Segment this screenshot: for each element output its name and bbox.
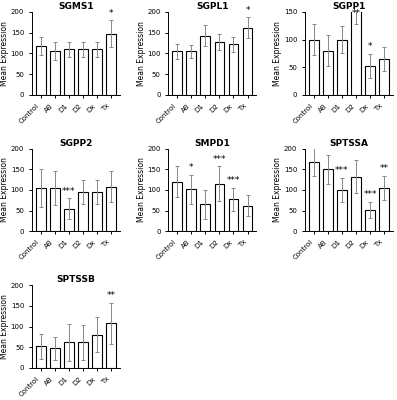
Title: SGMS1: SGMS1 — [58, 2, 94, 11]
Title: SMPD1: SMPD1 — [195, 139, 230, 148]
Bar — [78, 49, 88, 95]
Text: *: * — [245, 6, 250, 15]
Bar — [92, 335, 102, 368]
Bar — [106, 323, 116, 368]
Text: ***: *** — [335, 166, 349, 175]
Bar — [50, 51, 60, 95]
Bar — [78, 342, 88, 368]
Bar — [229, 44, 238, 95]
Bar — [106, 34, 116, 95]
Bar — [172, 51, 182, 95]
Title: SGPP1: SGPP1 — [332, 2, 366, 11]
Text: ***: *** — [213, 155, 226, 164]
Bar — [64, 49, 74, 95]
Title: SPTSSB: SPTSSB — [56, 276, 95, 284]
Bar — [337, 190, 347, 231]
Bar — [365, 66, 375, 95]
Bar — [309, 162, 319, 231]
Bar — [379, 59, 389, 95]
Bar — [351, 177, 361, 231]
Bar — [214, 42, 224, 95]
Bar — [64, 342, 74, 368]
Text: ***: *** — [227, 176, 240, 185]
Bar — [200, 36, 210, 95]
Y-axis label: Mean Expression: Mean Expression — [0, 294, 9, 359]
Title: SGPP2: SGPP2 — [59, 139, 93, 148]
Bar — [92, 192, 102, 231]
Bar — [309, 40, 319, 95]
Bar — [187, 51, 196, 95]
Text: **: ** — [351, 9, 360, 18]
Text: **: ** — [380, 164, 389, 173]
Bar — [50, 188, 60, 231]
Bar — [229, 199, 238, 231]
Title: SPTSSA: SPTSSA — [330, 139, 368, 148]
Text: **: ** — [106, 291, 116, 300]
Y-axis label: Mean Expression: Mean Expression — [274, 158, 282, 222]
Bar — [36, 346, 46, 368]
Bar — [337, 40, 347, 95]
Bar — [243, 206, 252, 231]
Bar — [172, 182, 182, 231]
Title: SGPL1: SGPL1 — [196, 2, 229, 11]
Bar — [36, 46, 46, 95]
Text: ***: *** — [62, 187, 75, 196]
Text: *: * — [189, 163, 194, 172]
Bar — [323, 169, 333, 231]
Y-axis label: Mean Expression: Mean Expression — [137, 21, 146, 86]
Bar — [323, 51, 333, 95]
Text: ***: *** — [363, 190, 377, 199]
Bar — [106, 187, 116, 231]
Text: *: * — [109, 9, 113, 18]
Bar — [200, 204, 210, 231]
Bar — [243, 28, 252, 95]
Y-axis label: Mean Expression: Mean Expression — [137, 158, 146, 222]
Bar — [351, 8, 361, 95]
Bar — [78, 192, 88, 231]
Y-axis label: Mean Expression: Mean Expression — [274, 21, 282, 86]
Bar — [379, 188, 389, 231]
Bar — [187, 189, 196, 231]
Bar — [36, 188, 46, 231]
Bar — [50, 348, 60, 368]
Y-axis label: Mean Expression: Mean Expression — [0, 21, 9, 86]
Bar — [64, 209, 74, 231]
Bar — [92, 49, 102, 95]
Bar — [214, 184, 224, 231]
Y-axis label: Mean Expression: Mean Expression — [0, 158, 9, 222]
Text: *: * — [368, 42, 372, 52]
Bar — [365, 210, 375, 231]
